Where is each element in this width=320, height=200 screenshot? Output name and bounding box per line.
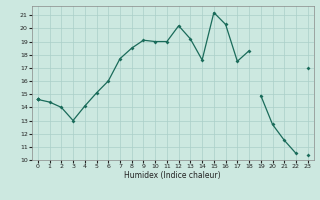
X-axis label: Humidex (Indice chaleur): Humidex (Indice chaleur) (124, 171, 221, 180)
